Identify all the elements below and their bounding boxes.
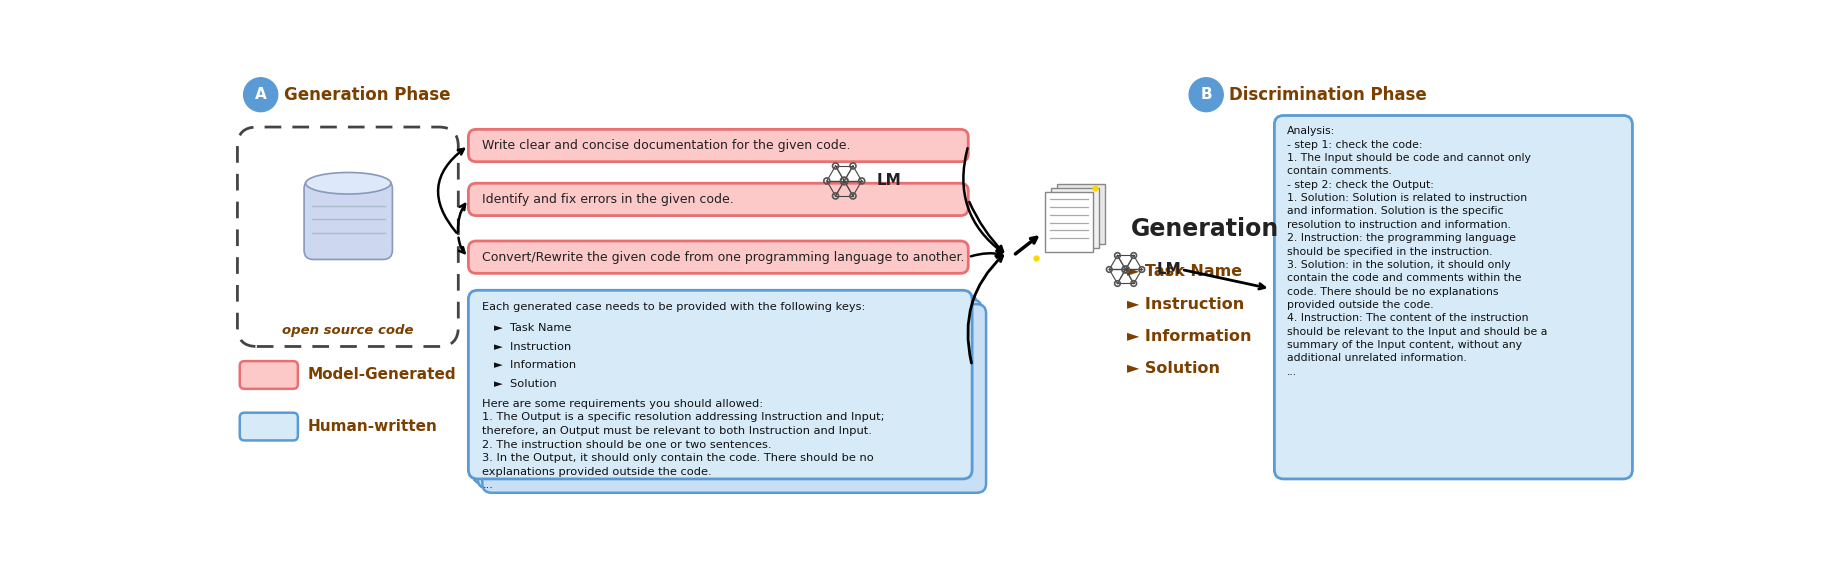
Circle shape: [243, 78, 277, 112]
FancyBboxPatch shape: [305, 179, 392, 259]
FancyBboxPatch shape: [237, 127, 458, 347]
Text: ►  Instruction: ► Instruction: [495, 342, 571, 352]
FancyBboxPatch shape: [482, 304, 986, 493]
Text: ►  Information: ► Information: [495, 360, 577, 371]
FancyBboxPatch shape: [1274, 115, 1632, 479]
Text: Discrimination Phase: Discrimination Phase: [1230, 86, 1427, 104]
Text: ► Task Name: ► Task Name: [1128, 264, 1243, 279]
FancyBboxPatch shape: [239, 413, 297, 440]
Text: Each generated case needs to be provided with the following keys:: Each generated case needs to be provided…: [482, 302, 865, 312]
Text: ►  Task Name: ► Task Name: [495, 323, 571, 333]
Text: ► Instruction: ► Instruction: [1128, 297, 1245, 312]
Text: B: B: [1201, 87, 1212, 102]
Text: Model-Generated: Model-Generated: [308, 368, 456, 383]
FancyBboxPatch shape: [239, 361, 297, 389]
Text: open source code: open source code: [283, 324, 414, 337]
Text: LM: LM: [1157, 262, 1181, 277]
FancyBboxPatch shape: [478, 300, 982, 488]
FancyBboxPatch shape: [469, 290, 973, 479]
Text: Generation: Generation: [1132, 218, 1279, 242]
FancyBboxPatch shape: [473, 295, 976, 484]
Text: ►  Solution: ► Solution: [495, 379, 557, 389]
FancyBboxPatch shape: [469, 130, 969, 162]
Text: Convert/Rewrite the given code from one programming language to another.: Convert/Rewrite the given code from one …: [482, 251, 965, 264]
FancyBboxPatch shape: [469, 183, 969, 216]
Text: ► Information: ► Information: [1128, 329, 1252, 344]
Text: A: A: [256, 87, 266, 102]
Circle shape: [1190, 78, 1223, 112]
Text: Human-written: Human-written: [308, 419, 438, 434]
Text: Generation Phase: Generation Phase: [285, 86, 451, 104]
Text: Here are some requirements you should allowed:
1. The Output is a specific resol: Here are some requirements you should al…: [482, 399, 885, 490]
Ellipse shape: [305, 172, 391, 194]
FancyBboxPatch shape: [469, 241, 969, 274]
Text: Write clear and concise documentation for the given code.: Write clear and concise documentation fo…: [482, 139, 850, 152]
Text: ► Solution: ► Solution: [1128, 361, 1221, 376]
FancyBboxPatch shape: [1057, 184, 1104, 244]
FancyBboxPatch shape: [1046, 192, 1093, 252]
FancyBboxPatch shape: [1051, 188, 1099, 248]
Text: Identify and fix errors in the given code.: Identify and fix errors in the given cod…: [482, 193, 734, 206]
Text: Analysis:
- step 1: check the code:
1. The Input should be code and cannot only
: Analysis: - step 1: check the code: 1. T…: [1287, 126, 1548, 377]
Text: LM: LM: [876, 174, 902, 188]
